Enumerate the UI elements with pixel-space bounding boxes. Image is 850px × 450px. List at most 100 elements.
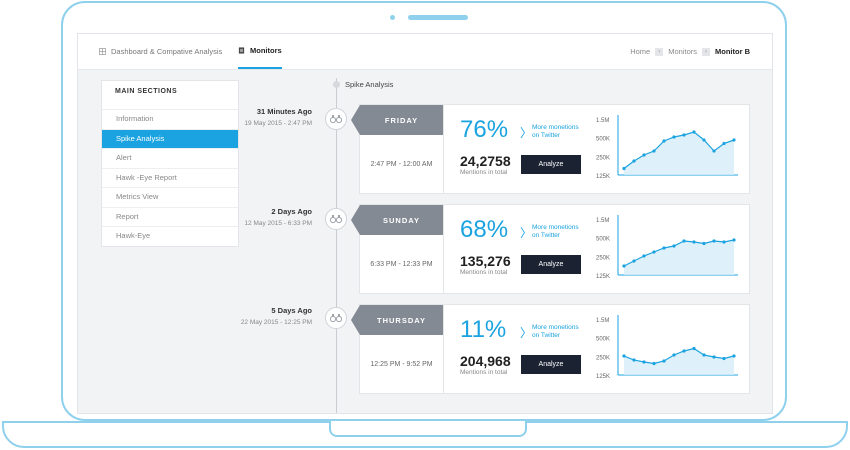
sidebar-item-alert[interactable]: Alert: [102, 148, 238, 168]
analyze-button[interactable]: Analyze: [521, 355, 581, 374]
series-area: [624, 132, 734, 175]
chevron-right-icon: ›: [655, 47, 664, 56]
y-tick-label: 500K: [596, 237, 610, 243]
laptop-base: [2, 421, 848, 448]
y-tick-label: 250K: [596, 355, 610, 361]
data-point: [652, 149, 656, 153]
card-arrow: [351, 205, 360, 235]
more-line2: on Twitter: [532, 232, 561, 239]
more-line2: on Twitter: [532, 332, 561, 339]
mentions-chart: 1.5M 500K 250K 125K: [596, 215, 738, 280]
more-line1: More monetions: [532, 224, 579, 231]
analyze-button[interactable]: Analyze: [521, 255, 581, 274]
more-mentions-link[interactable]: More monetions on Twitter: [532, 324, 592, 340]
time-range: 6:33 PM - 12:33 PM: [370, 260, 433, 268]
laptop-notch: [329, 421, 527, 437]
sidebar-item-hawk-eye-report[interactable]: Hawk -Eye Report: [102, 167, 238, 188]
sidebar: MAIN SECTIONS Information Spike Analysis…: [101, 80, 239, 247]
analyze-button[interactable]: Analyze: [521, 155, 581, 174]
more-line1: More monetions: [532, 124, 579, 131]
data-point: [682, 349, 686, 353]
spike-card: THURSDAY 12:25 PM - 9:52 PM 11% 〉 More m…: [351, 304, 750, 394]
sidebar-item-metrics-view[interactable]: Metrics View: [102, 187, 238, 207]
timeline-title: Spike Analysis: [345, 80, 394, 89]
y-tick-label: 1.5M: [596, 118, 609, 124]
data-point: [682, 133, 686, 137]
data-point: [702, 241, 706, 246]
more-line2: on Twitter: [532, 132, 561, 139]
entry-ago: 5 Days Ago: [271, 306, 312, 315]
more-mentions-link[interactable]: More monetions on Twitter: [532, 224, 592, 240]
mention-count-label: Mentions in total: [460, 269, 508, 276]
series-area: [624, 240, 734, 275]
y-tick-label: 125K: [596, 174, 610, 180]
entry-date: 12 May 2015 - 6:33 PM: [244, 220, 312, 227]
document-icon: [238, 47, 245, 54]
data-point: [682, 239, 686, 243]
y-tick-label: 500K: [596, 337, 610, 343]
mentions-chart: 1.5M 500K 250K 125K: [596, 115, 738, 180]
divider: [443, 205, 444, 293]
tab-dashboard[interactable]: Dashboard & Compative Analysis: [99, 34, 222, 69]
percent-value: 76%: [460, 116, 509, 143]
timeline-line: [336, 78, 337, 413]
series-area: [624, 348, 734, 375]
spike-card: SUNDAY 6:33 PM - 12:33 PM 68% 〉 More mon…: [351, 204, 750, 294]
camera-bar: [408, 15, 468, 20]
camera-icon: [390, 15, 395, 20]
day-label: SUNDAY: [360, 205, 443, 235]
sidebar-item-information[interactable]: Information: [102, 109, 238, 129]
more-line1: More monetions: [532, 324, 579, 331]
data-point: [712, 239, 716, 243]
data-point: [672, 135, 676, 139]
time-range: 12:25 PM - 9:52 PM: [370, 360, 433, 368]
mention-count: 204,968: [460, 353, 511, 369]
breadcrumb-current: Monitor B: [715, 47, 750, 56]
series-line: [623, 347, 735, 365]
breadcrumb-monitors[interactable]: Monitors: [668, 47, 697, 56]
divider: [443, 305, 444, 393]
data-point: [642, 360, 646, 364]
entry-date: 22 May 2015 - 12:25 PM: [240, 319, 312, 326]
data-point: [732, 238, 736, 242]
mentions-chart: 1.5M 500K 250K 125K: [596, 315, 738, 380]
y-tick-label: 1.5M: [596, 218, 609, 224]
tab-monitors-label: Monitors: [250, 46, 282, 55]
entry-time: 2 Days Ago 12 May 2015 - 6:33 PM: [244, 207, 312, 227]
top-nav: Dashboard & Compative Analysis Monitors …: [78, 34, 772, 70]
sidebar-item-hawk-eye[interactable]: Hawk-Eye: [102, 226, 238, 246]
y-tick-label: 1.5M: [596, 318, 609, 324]
timeline-start-dot: [333, 81, 340, 88]
chevron-right-icon: 〉: [520, 326, 533, 340]
mention-count-label: Mentions in total: [460, 369, 508, 376]
entry-time: 5 Days Ago 22 May 2015 - 12:25 PM: [241, 306, 312, 326]
divider: [443, 105, 444, 193]
sidebar-item-spike-analysis[interactable]: Spike Analysis: [102, 128, 238, 148]
sidebar-heading: MAIN SECTIONS: [115, 88, 178, 95]
series-line: [623, 131, 735, 169]
data-point: [642, 254, 646, 258]
breadcrumb: Home › Monitors › Monitor B: [630, 34, 750, 69]
breadcrumb-home[interactable]: Home: [630, 47, 651, 56]
series-line: [623, 239, 735, 267]
chevron-right-icon: 〉: [520, 126, 533, 140]
data-point: [632, 358, 636, 362]
data-point: [692, 240, 696, 244]
data-point: [662, 139, 666, 143]
data-point: [672, 244, 676, 248]
entry-ago: 31 Minutes Ago: [256, 107, 312, 116]
sidebar-item-report[interactable]: Report: [102, 206, 238, 227]
day-label: FRIDAY: [360, 105, 443, 135]
data-point: [632, 259, 636, 263]
chevron-right-icon: 〉: [520, 226, 533, 240]
tab-dashboard-label: Dashboard & Compative Analysis: [111, 47, 223, 56]
data-point: [622, 264, 626, 268]
card-arrow: [351, 105, 360, 135]
data-point: [692, 346, 696, 351]
binoculars-icon: [325, 307, 347, 329]
tab-monitors[interactable]: Monitors: [238, 34, 282, 69]
data-point: [662, 359, 666, 363]
day-label: THURSDAY: [360, 305, 443, 335]
data-point: [712, 149, 716, 153]
more-mentions-link[interactable]: More monetions on Twitter: [532, 124, 592, 140]
